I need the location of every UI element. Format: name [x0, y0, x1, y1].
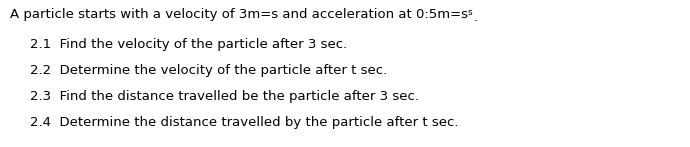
- Text: .: .: [474, 11, 478, 24]
- Text: s: s: [468, 8, 473, 17]
- Text: 2.4  Determine the distance travelled by the particle after t sec.: 2.4 Determine the distance travelled by …: [30, 116, 458, 129]
- Text: 2.2  Determine the velocity of the particle after t sec.: 2.2 Determine the velocity of the partic…: [30, 64, 387, 77]
- Text: A particle starts with a velocity of 3m=s and acceleration at 0:5m=s: A particle starts with a velocity of 3m=…: [10, 8, 468, 21]
- Text: 2.3  Find the distance travelled be the particle after 3 sec.: 2.3 Find the distance travelled be the p…: [30, 90, 419, 103]
- Text: 2.1  Find the velocity of the particle after 3 sec.: 2.1 Find the velocity of the particle af…: [30, 38, 347, 51]
